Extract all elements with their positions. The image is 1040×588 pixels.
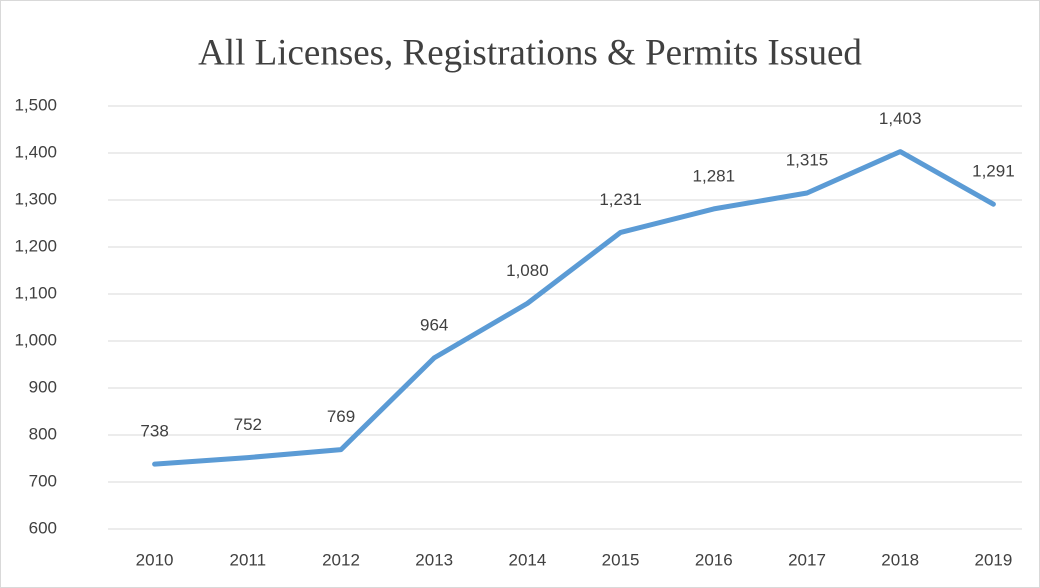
data-label: 1,281 <box>693 166 736 185</box>
y-tick-label: 600 <box>29 518 57 537</box>
data-label: 1,315 <box>786 150 829 169</box>
x-tick-label: 2019 <box>974 550 1012 569</box>
data-label: 964 <box>420 315 448 334</box>
y-tick-label: 1,500 <box>14 95 57 114</box>
x-tick-label: 2014 <box>508 550 546 569</box>
y-tick-label: 1,000 <box>14 330 57 349</box>
chart-title: All Licenses, Registrations & Permits Is… <box>198 32 862 73</box>
data-label: 1,231 <box>599 190 642 209</box>
data-label: 738 <box>140 422 168 441</box>
y-tick-label: 1,100 <box>14 283 57 302</box>
x-tick-label: 2017 <box>788 550 826 569</box>
data-line <box>152 149 996 467</box>
y-tick-label: 800 <box>29 424 57 443</box>
x-tick-label: 2013 <box>415 550 453 569</box>
data-label: 769 <box>327 407 355 426</box>
y-tick-label: 700 <box>29 471 57 490</box>
y-tick-label: 900 <box>29 377 57 396</box>
x-tick-label: 2016 <box>695 550 733 569</box>
x-tick-label: 2011 <box>230 550 267 569</box>
data-label: 752 <box>234 415 262 434</box>
x-tick-label: 2010 <box>136 550 174 569</box>
data-label: 1,080 <box>506 261 549 280</box>
data-label: 1,291 <box>972 162 1015 181</box>
x-tick-label: 2018 <box>881 550 919 569</box>
x-tick-label: 2015 <box>602 550 640 569</box>
y-tick-label: 1,400 <box>14 142 57 161</box>
x-tick-label: 2012 <box>322 550 360 569</box>
y-tick-label: 1,200 <box>14 236 57 255</box>
data-label: 1,403 <box>879 109 922 128</box>
y-tick-label: 1,300 <box>14 189 57 208</box>
